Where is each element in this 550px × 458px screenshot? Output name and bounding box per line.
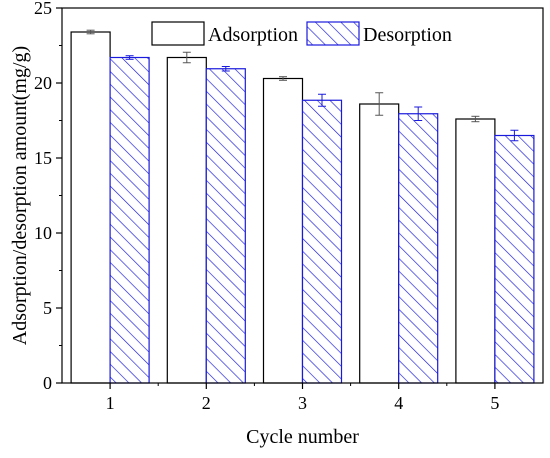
x-tick-label-1: 1 [106, 393, 115, 413]
error-bars-layer [86, 29, 519, 142]
bar-adsorption-5 [455, 118, 496, 384]
bars-layer [70, 31, 535, 384]
bar-desorption-5 [494, 134, 535, 384]
error-bar-adsorption-5 [471, 115, 480, 123]
y-axis-title: Adsorption/desorption amount(mg/g) [9, 46, 31, 345]
x-tick-label-5: 5 [490, 393, 499, 413]
bar-adsorption-1 [70, 31, 111, 384]
legend-item-adsorption: Adsorption [151, 21, 298, 46]
bar-adsorption-4 [359, 103, 400, 384]
x-tick-label-4: 4 [394, 393, 403, 413]
ticks-layer: 0 5 10 15 20 25 1 2 3 4 5 [34, 0, 499, 413]
error-bar-desorption-2 [221, 66, 230, 72]
x-axis-title: Cycle number [246, 426, 359, 448]
error-bar-adsorption-2 [182, 51, 191, 64]
error-bar-adsorption-1 [86, 29, 95, 35]
error-bar-desorption-5 [510, 129, 519, 142]
y-tick-label-20: 20 [34, 73, 52, 93]
legend-label-adsorption: Adsorption [208, 24, 298, 46]
legend-swatch-desorption [306, 21, 360, 46]
y-tick-label-15: 15 [34, 148, 52, 168]
error-bar-adsorption-4 [375, 92, 384, 116]
y-tick-label-10: 10 [34, 223, 52, 243]
x-tick-label-3: 3 [298, 393, 307, 413]
legend: Adsorption Desorption [151, 21, 452, 46]
y-tick-label-0: 0 [43, 373, 52, 393]
legend-item-desorption: Desorption [306, 21, 452, 46]
legend-label-desorption: Desorption [363, 24, 452, 46]
bar-adsorption-3 [262, 77, 304, 384]
bar-adsorption-2 [166, 56, 207, 384]
x-tick-label-2: 2 [202, 393, 211, 413]
error-bar-desorption-1 [125, 55, 134, 60]
error-bar-desorption-3 [318, 93, 326, 107]
error-bar-adsorption-3 [279, 76, 287, 81]
bar-desorption-4 [398, 113, 439, 384]
y-tick-label-25: 25 [34, 0, 52, 18]
bar-desorption-3 [301, 99, 343, 384]
y-tick-label-5: 5 [43, 298, 52, 318]
bar-desorption-1 [109, 56, 150, 384]
error-bar-desorption-4 [414, 106, 423, 121]
bar-desorption-2 [205, 68, 246, 384]
legend-swatch-adsorption [151, 21, 205, 46]
